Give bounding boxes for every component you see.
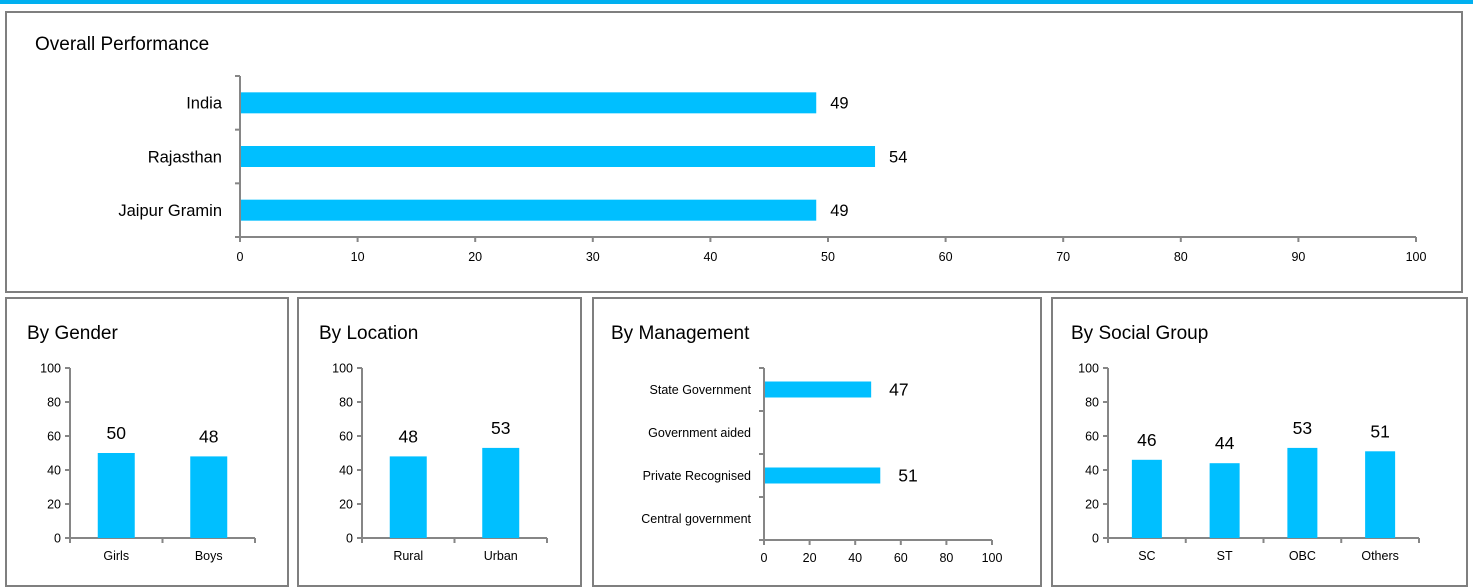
by-gender-chart: 0 20 40 60 80 100 50 Girls 48 Boys — [40, 362, 256, 563]
y-tick-label: 80 — [1085, 396, 1099, 410]
bar — [1209, 463, 1240, 538]
category-label: Rajasthan — [148, 148, 222, 166]
y-tick-label: 100 — [332, 362, 353, 376]
category-label: ST — [1217, 549, 1233, 563]
data-label: 47 — [889, 380, 908, 400]
by-management-panel: By Management 0 20 40 60 80 100 State Governme… — [592, 297, 1042, 587]
x-tick-label: 20 — [468, 250, 482, 264]
bar — [765, 381, 872, 398]
by-location-panel: By Location 0 20 40 60 80 100 48 Rural 53 Urban — [297, 297, 582, 587]
y-tick-label: 60 — [47, 430, 61, 444]
by-location-chart: 0 20 40 60 80 100 48 Rural 53 Urban — [332, 362, 548, 563]
y-tick-label: 80 — [47, 396, 61, 410]
category-label: SC — [1138, 549, 1155, 563]
category-label: OBC — [1289, 549, 1316, 563]
x-tick-label: 80 — [1174, 250, 1188, 264]
y-tick-label: 0 — [346, 532, 353, 546]
data-label: 46 — [1137, 430, 1156, 450]
x-tick-label: 70 — [1056, 250, 1070, 264]
data-label: 53 — [1293, 418, 1312, 438]
y-tick-label: 60 — [1085, 430, 1099, 444]
bar — [1287, 447, 1318, 538]
data-label: 48 — [399, 426, 418, 446]
x-tick-label: 100 — [982, 551, 1003, 565]
data-label: 49 — [830, 202, 848, 220]
overall-performance-panel: Overall Performance 0 10 20 30 40 50 60 70 80 90 1… — [5, 11, 1463, 293]
y-tick-label: 60 — [339, 430, 353, 444]
data-label: 51 — [1370, 421, 1389, 441]
bar — [97, 453, 135, 538]
bar — [241, 199, 817, 221]
overall-performance-chart: 0 10 20 30 40 50 60 70 80 90 100 India 49 Rajasthan 54… — [118, 75, 1427, 264]
category-label: Boys — [195, 549, 223, 563]
y-tick-label: 80 — [339, 396, 353, 410]
chart-title: By Location — [319, 323, 419, 344]
chart-title: Overall Performance — [35, 34, 210, 55]
category-label: Urban — [484, 549, 518, 563]
y-tick-label: 100 — [1078, 362, 1099, 376]
category-label: State Government — [650, 383, 752, 397]
bar — [1365, 451, 1396, 538]
bar — [241, 146, 876, 167]
x-tick-label: 90 — [1291, 250, 1305, 264]
x-tick-label: 0 — [761, 551, 768, 565]
data-label: 48 — [199, 426, 218, 446]
x-tick-label: 20 — [803, 551, 817, 565]
y-tick-label: 0 — [54, 532, 61, 546]
x-tick-label: 30 — [586, 250, 600, 264]
data-label: 51 — [898, 466, 917, 486]
top-accent-line — [0, 0, 1473, 4]
y-tick-label: 40 — [47, 464, 61, 478]
data-label: 50 — [107, 423, 127, 443]
bar — [1131, 459, 1162, 538]
chart-title: By Management — [611, 323, 750, 344]
bar — [482, 447, 520, 538]
by-gender-panel: By Gender 0 20 40 60 80 100 50 Girls 48 Boys — [5, 297, 289, 587]
category-label: India — [186, 95, 223, 113]
x-tick-label: 40 — [703, 250, 717, 264]
chart-title: By Gender — [27, 323, 118, 344]
category-label: Jaipur Gramin — [118, 202, 222, 220]
by-social-group-panel: By Social Group 0 20 40 60 80 100 46 SC 44 ST 53 OB… — [1051, 297, 1468, 587]
x-tick-label: 50 — [821, 250, 835, 264]
x-tick-label: 60 — [894, 551, 908, 565]
category-label: Others — [1361, 549, 1399, 563]
y-tick-label: 20 — [1085, 498, 1099, 512]
data-label: 54 — [889, 148, 907, 166]
y-tick-label: 20 — [339, 498, 353, 512]
data-label: 49 — [830, 95, 848, 113]
category-label: Private Recognised — [643, 469, 751, 483]
y-tick-label: 40 — [1085, 464, 1099, 478]
data-label: 44 — [1215, 433, 1235, 453]
category-label: Rural — [393, 549, 423, 563]
x-tick-label: 10 — [351, 250, 365, 264]
x-tick-label: 80 — [939, 551, 953, 565]
bar — [389, 456, 427, 538]
by-management-chart: 0 20 40 60 80 100 State Government 47 Government… — [641, 367, 1003, 565]
bar — [190, 456, 228, 538]
chart-title: By Social Group — [1071, 323, 1209, 344]
x-tick-label: 40 — [848, 551, 862, 565]
data-label: 53 — [491, 418, 510, 438]
category-label: Central government — [641, 512, 751, 526]
category-label: Government aided — [648, 426, 751, 440]
x-tick-label: 100 — [1406, 250, 1427, 264]
y-tick-label: 0 — [1092, 532, 1099, 546]
y-tick-label: 40 — [339, 464, 353, 478]
x-tick-label: 60 — [939, 250, 953, 264]
y-tick-label: 20 — [47, 498, 61, 512]
bar — [765, 467, 881, 484]
y-tick-label: 100 — [40, 362, 61, 376]
category-label: Girls — [103, 549, 129, 563]
by-social-group-chart: 0 20 40 60 80 100 46 SC 44 ST 53 OBC 51 Others — [1078, 362, 1420, 563]
x-tick-label: 0 — [237, 250, 244, 264]
bar — [241, 92, 817, 114]
